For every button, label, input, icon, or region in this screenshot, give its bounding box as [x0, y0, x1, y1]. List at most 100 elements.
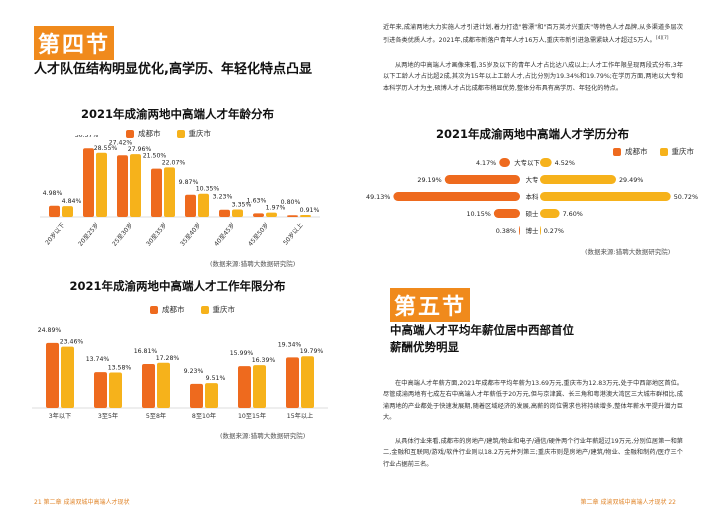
legend-swatch-chengdu	[613, 147, 621, 156]
chart-title-age: 2021年成渝两地中高端人才年龄分布	[80, 107, 274, 121]
tick-label: 8至10年	[192, 412, 216, 420]
tick-label: 本科	[526, 192, 539, 201]
data-label: 9.23%	[184, 368, 204, 375]
source-note-age: (数据来源:猎聘大数据研究院)	[210, 260, 296, 268]
bar-chengdu	[286, 357, 299, 408]
bar-chongqing	[157, 362, 170, 408]
tick-label: 25至30岁	[110, 221, 134, 248]
legend-swatch-chongqing	[659, 147, 668, 156]
section-heading: 人才队伍结构明显优化,高学历、年轻化特点凸显	[34, 62, 312, 77]
data-label: 30.57%	[75, 135, 99, 139]
data-label: 27.42%	[109, 139, 133, 146]
tick-label: 45至50岁	[246, 221, 270, 248]
bar-chongqing	[61, 346, 74, 408]
data-label: 3.23%	[213, 194, 233, 201]
source-note-education: (数据来源:猎聘大数据研究院)	[585, 248, 671, 256]
bar-chongqing	[198, 193, 209, 217]
bar-chengdu	[444, 175, 520, 184]
data-label: 24.89%	[38, 327, 62, 334]
bar-chongqing	[300, 214, 311, 217]
data-label: 50.72%	[674, 193, 698, 201]
legend-label-chongqing: 重庆市	[671, 147, 695, 156]
data-label: 28.55%	[94, 145, 118, 152]
legend-years: 成都市 重庆市	[150, 304, 235, 315]
tick-label: 15年以上	[287, 412, 313, 420]
legend-label-chongqing: 重庆市	[188, 129, 212, 138]
bar-chengdu	[94, 372, 107, 408]
data-label: 7.60%	[563, 210, 583, 218]
data-label: 10.35%	[196, 186, 220, 193]
data-label: 19.34%	[278, 341, 302, 348]
bar-chengdu	[185, 194, 196, 217]
data-label: 49.13%	[366, 193, 390, 201]
work-years-chart: 24.89% 23.46% 3年以下 13.74%13.58% 3至5年 16.81%17…	[32, 327, 328, 420]
paragraph-1: 近年来,成渝两地大力实施人才引进计划,着力打造"蓉漂"和"百万英才兴重庆"等特色…	[383, 22, 683, 47]
data-label: 19.79%	[300, 348, 324, 355]
data-label: 9.87%	[179, 179, 199, 186]
tick-label: 20至25岁	[76, 221, 100, 248]
data-label: 27.96%	[128, 146, 152, 153]
paragraph-4: 从具体行业来看,成都市的房地产/建筑/物业和电子/通信/硬件两个行业年薪超过19…	[383, 438, 683, 468]
data-label: 0.27%	[544, 227, 564, 235]
bar-chongqing	[205, 383, 218, 408]
bar-chongqing	[540, 192, 671, 201]
bar-chongqing	[301, 356, 314, 408]
data-label: 4.84%	[62, 198, 82, 205]
bar-chongqing	[62, 206, 73, 217]
bar-chengdu	[519, 226, 521, 235]
legend-education: 成都市 重庆市	[613, 146, 694, 157]
bar-chengdu	[49, 205, 60, 217]
legend-swatch-chengdu	[126, 129, 134, 138]
tick-label: 20岁以下	[43, 221, 66, 246]
right-page: 近年来,成渝两地大力实施人才引进计划,着力打造"蓉漂"和"百万英才兴重庆"等特色…	[355, 0, 710, 512]
page-footer-right: 第二章 成渝双城中高端人才现状 22	[580, 499, 676, 506]
bar-chengdu	[142, 364, 155, 408]
bar-chengdu	[46, 342, 59, 408]
bar-chengdu	[219, 209, 230, 217]
citation: [4][7]	[655, 36, 669, 42]
bar-chongqing	[266, 212, 277, 217]
page-footer-left: 21 第二章 成渝双城中高端人才现状	[34, 499, 130, 506]
data-label: 3.35%	[232, 201, 252, 208]
left-page: 第四节 人才队伍结构明显优化,高学历、年轻化特点凸显 2021年成渝两地中高端人…	[32, 26, 328, 506]
chart-title-education: 2021年成渝两地中高端人才学历分布	[435, 127, 629, 141]
bar-chongqing	[130, 154, 141, 217]
legend-label-chongqing: 重庆市	[212, 305, 236, 314]
bar-chengdu	[393, 192, 520, 201]
bar-chongqing	[109, 372, 122, 408]
legend-label-chengdu: 成都市	[138, 129, 161, 138]
bar-chengdu	[493, 209, 520, 218]
age-distribution-chart: 4.98%4.84%20岁以下30.57%28.55%20至25岁27.42%2…	[40, 135, 320, 248]
data-label: 17.28%	[156, 355, 180, 362]
data-label: 1.63%	[247, 197, 267, 204]
bar-chongqing	[540, 158, 552, 167]
section-heading-line1: 中高端人才平均年薪位居中西部首位	[390, 323, 574, 337]
tick-label: 50岁以上	[281, 221, 304, 246]
legend-swatch-chongqing	[200, 305, 209, 314]
bar-chongqing	[164, 167, 175, 217]
data-label: 22.07%	[162, 159, 186, 166]
data-label: 9.51%	[206, 375, 226, 382]
bar-chongqing	[540, 209, 560, 218]
section-badge: 第五节	[390, 288, 471, 322]
bar-chengdu	[499, 158, 510, 167]
legend-age: 成都市 重庆市	[126, 128, 211, 139]
tick-label: 硕士	[526, 209, 539, 218]
bar-chengdu	[190, 383, 203, 408]
data-label: 4.17%	[476, 159, 496, 167]
bar-chengdu	[253, 213, 264, 217]
data-label: 29.49%	[619, 176, 643, 184]
education-distribution-chart: 大专以下 4.17% 4.52% 大专 29.19% 29.49% 本科 49.13% 50.7…	[366, 158, 698, 235]
bar-chengdu	[117, 155, 128, 217]
tick-label: 大专	[526, 175, 539, 184]
legend-label-chengdu: 成都市	[162, 305, 185, 314]
tick-label: 3至5年	[98, 412, 118, 420]
data-label: 29.19%	[417, 176, 441, 184]
tick-label: 10至15年	[238, 412, 266, 420]
paragraph-1-text: 近年来,成渝两地大力实施人才引进计划,着力打造"蓉漂"和"百万英才兴重庆"等特色…	[383, 24, 683, 45]
legend-label-chengdu: 成都市	[625, 147, 648, 156]
legend-swatch-chengdu	[150, 305, 158, 314]
data-label: 4.52%	[555, 159, 575, 167]
chart-title-years: 2021年成渝两地中高端人才工作年限分布	[69, 279, 286, 293]
data-label: 23.46%	[60, 339, 84, 346]
